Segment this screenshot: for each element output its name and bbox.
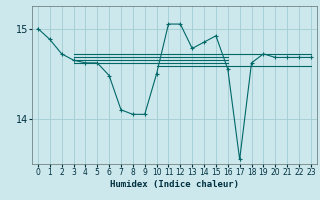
X-axis label: Humidex (Indice chaleur): Humidex (Indice chaleur) bbox=[110, 180, 239, 189]
